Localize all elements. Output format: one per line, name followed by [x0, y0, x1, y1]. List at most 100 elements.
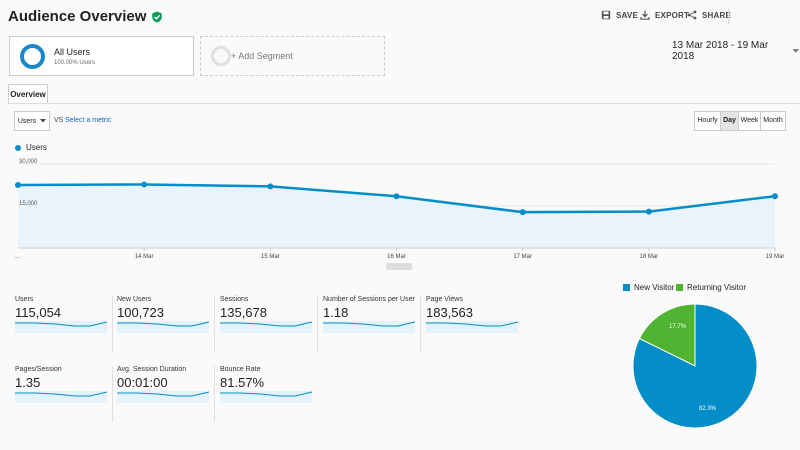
stat-divider — [214, 296, 215, 352]
stat-divider — [112, 296, 113, 352]
pie-label-returning: 17.7% — [669, 324, 687, 330]
stat-label: Sessions — [220, 296, 249, 303]
share-label: SHARE — [702, 10, 732, 20]
x-tick-label: 16 Mar — [387, 254, 406, 260]
select-metric-link[interactable]: Select a metric — [65, 117, 112, 124]
stat-divider — [317, 296, 318, 352]
stat-sparkline — [220, 391, 313, 403]
users-line-chart: ... 14 Mar 15 Mar 16 Mar 17 Mar 18 Mar 19 Mar 3… — [15, 159, 785, 260]
tab-overview[interactable]: Overview — [8, 84, 48, 104]
export-label: EXPORT — [655, 10, 690, 20]
users-data-point[interactable] — [393, 193, 400, 200]
x-tick-label: ... — [15, 254, 20, 260]
stat-value: 135,678 — [220, 305, 267, 320]
date-range-text: 13 Mar 2018 - 19 Mar 2018 — [672, 40, 769, 62]
pie-legend-new-visitor: New Visitor — [623, 283, 674, 292]
stat-label: Number of Sessions per User — [323, 296, 415, 303]
stat-card[interactable]: Pages/Session 1.35 — [15, 366, 108, 408]
users-data-point[interactable] — [772, 193, 778, 200]
legend-new-swatch — [623, 284, 630, 291]
share-icon — [687, 10, 697, 20]
stat-divider — [214, 366, 215, 422]
stat-sparkline — [15, 321, 108, 333]
stat-divider — [420, 296, 421, 352]
x-tick-label: 19 Mar — [766, 254, 785, 260]
segment-all-users[interactable]: All Users 100.00% Users — [9, 36, 194, 76]
y-tick-label: 15,000 — [19, 201, 38, 207]
users-area-fill — [18, 184, 775, 248]
stat-sparkline — [117, 321, 210, 333]
users-data-point[interactable] — [15, 182, 21, 188]
verified-shield-icon — [152, 11, 163, 22]
add-segment-label: + Add Segment — [231, 51, 293, 61]
stat-card[interactable]: Bounce Rate 81.57% — [220, 366, 313, 408]
users-data-point[interactable] — [141, 181, 148, 188]
stat-value: 81.57% — [220, 375, 265, 390]
stat-label: Bounce Rate — [220, 366, 261, 373]
chart-resize-handle[interactable] — [386, 263, 412, 270]
stat-card[interactable]: Users 115,054 — [15, 296, 108, 338]
granularity-day[interactable]: Day — [720, 111, 739, 131]
stat-sparkline — [15, 391, 108, 403]
legend-returning-label: Returning Visitor — [687, 283, 746, 292]
metric-dropdown[interactable]: Users — [14, 111, 50, 131]
legend-users-dot — [15, 144, 21, 151]
stat-value: 00:01:00 — [117, 375, 168, 390]
page-title: Audience Overview — [8, 8, 163, 25]
stat-value: 183,563 — [426, 305, 473, 320]
visitor-pie-chart: 17.7% 82.3% — [632, 303, 758, 429]
x-tick-label: 17 Mar — [513, 254, 532, 260]
stat-sparkline — [117, 391, 210, 403]
stat-card[interactable]: Avg. Session Duration 00:01:00 — [117, 366, 210, 408]
date-range-picker[interactable]: 13 Mar 2018 - 19 Mar 2018 — [672, 40, 800, 62]
chart-legend: Users — [15, 143, 47, 152]
users-data-point[interactable] — [519, 209, 526, 216]
export-icon — [640, 10, 650, 20]
stat-card[interactable]: New Users 100,723 — [117, 296, 210, 338]
stat-value: 1.18 — [323, 305, 349, 320]
metric-dropdown-value: Users — [17, 117, 37, 125]
toolbar-divider — [728, 8, 729, 24]
stat-value: 115,054 — [15, 305, 62, 320]
page-title-text: Audience Overview — [8, 8, 147, 25]
stat-label: Pages/Session — [15, 366, 62, 373]
pie-legend-returning-visitor: Returning Visitor — [676, 283, 746, 292]
stat-card[interactable]: Number of Sessions per User 1.18 — [323, 296, 416, 338]
segment-subtitle: 100.00% Users — [54, 60, 96, 66]
stat-label: New Users — [117, 296, 152, 303]
segment-placeholder-ring-icon — [211, 46, 231, 66]
pie-slice-new-visitor[interactable] — [632, 303, 758, 429]
save-icon — [601, 10, 611, 20]
stat-card[interactable]: Page Views 183,563 — [426, 296, 519, 338]
vs-label: VS — [54, 117, 64, 124]
users-data-point[interactable] — [267, 183, 274, 190]
pie-slice-returning-visitor[interactable] — [638, 303, 696, 367]
segment-ring-icon — [20, 44, 45, 69]
granularity-week[interactable]: Week — [738, 111, 761, 131]
y-tick-label: 30,000 — [19, 159, 38, 165]
legend-returning-swatch — [676, 284, 683, 291]
segment-name: All Users — [54, 47, 91, 57]
granularity-hourly[interactable]: Hourly — [694, 111, 721, 131]
stat-value: 100,723 — [117, 305, 164, 320]
stat-value: 1.35 — [15, 375, 41, 390]
stat-label: Avg. Session Duration — [117, 366, 187, 373]
save-button[interactable]: SAVE — [601, 10, 638, 20]
legend-new-label: New Visitor — [634, 283, 675, 292]
chevron-down-icon — [792, 49, 800, 53]
stat-sparkline — [323, 321, 416, 333]
users-data-point[interactable] — [645, 208, 652, 215]
stat-card[interactable]: Sessions 135,678 — [220, 296, 313, 338]
stat-sparkline — [426, 321, 519, 333]
granularity-month[interactable]: Month — [760, 111, 786, 131]
x-tick-label: 18 Mar — [639, 254, 658, 260]
stat-sparkline — [220, 321, 313, 333]
save-label: SAVE — [616, 10, 638, 20]
stat-label: Page Views — [426, 296, 463, 303]
tab-underline-divider — [8, 103, 800, 104]
share-button[interactable]: SHARE — [687, 10, 731, 20]
chevron-down-icon — [40, 119, 47, 123]
add-segment-button[interactable]: + Add Segment — [200, 36, 385, 76]
export-button[interactable]: EXPORT — [640, 10, 689, 20]
stat-divider — [112, 366, 113, 422]
